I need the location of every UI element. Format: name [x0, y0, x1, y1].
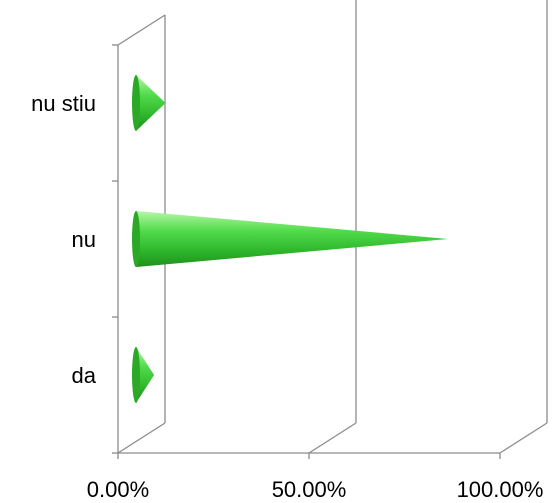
grid-layer	[112, 0, 548, 459]
x-tick-label: 100.00%	[457, 477, 544, 502]
labels-layer: da nu nu stiu 0.00% 50.00% 100.00%	[31, 91, 543, 502]
cone-body	[136, 347, 155, 403]
cone-base	[132, 75, 140, 131]
cone-bar-da	[132, 347, 155, 403]
x-tick-label: 0.00%	[87, 477, 149, 502]
cone-bar-nu-stiu	[132, 75, 166, 131]
cone-body	[136, 75, 166, 131]
category-label: da	[72, 363, 97, 388]
floor-gridline	[308, 422, 357, 454]
wall-top-edge	[117, 14, 166, 46]
x-tick-label: 50.00%	[272, 477, 347, 502]
category-label: nu	[72, 227, 96, 252]
floor-left-edge	[117, 422, 166, 454]
cone-bar-nu	[132, 211, 449, 267]
cone-base	[132, 211, 140, 267]
category-label: nu stiu	[31, 91, 96, 116]
bars-layer	[132, 75, 449, 403]
floor-gridline	[499, 422, 548, 454]
cone-body	[136, 211, 449, 267]
cone-base	[132, 347, 140, 403]
